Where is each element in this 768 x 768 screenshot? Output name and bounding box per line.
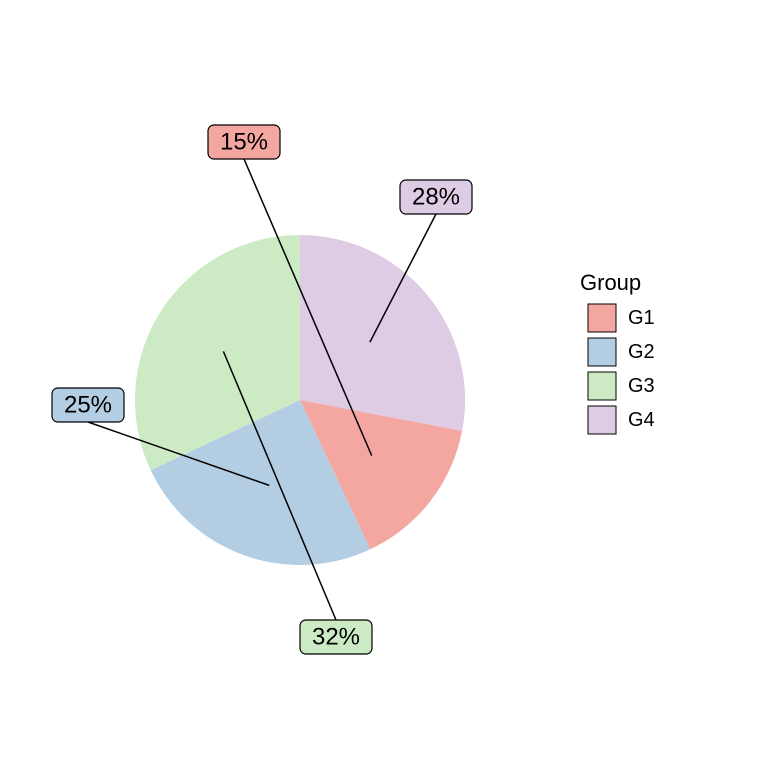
legend-label-g4: G4 xyxy=(628,409,655,431)
pie-chart: 28% 15% 25% 32% Group G1 G2 G3 G4 xyxy=(0,0,768,768)
legend-label-g2: G2 xyxy=(628,341,655,363)
pie-slices xyxy=(135,235,465,565)
label-text-g4: 28% xyxy=(412,183,460,210)
legend-label-g3: G3 xyxy=(628,375,655,397)
legend-swatch-g4 xyxy=(588,406,616,434)
pie-slice-g4 xyxy=(300,235,465,431)
legend: Group G1 G2 G3 G4 xyxy=(580,270,655,434)
legend-swatch-g3 xyxy=(588,372,616,400)
label-text-g1: 15% xyxy=(220,128,268,155)
legend-swatch-g1 xyxy=(588,304,616,332)
legend-title: Group xyxy=(580,270,641,295)
label-text-g3: 32% xyxy=(312,623,360,650)
legend-label-g1: G1 xyxy=(628,307,655,329)
legend-swatch-g2 xyxy=(588,338,616,366)
label-text-g2: 25% xyxy=(64,391,112,418)
